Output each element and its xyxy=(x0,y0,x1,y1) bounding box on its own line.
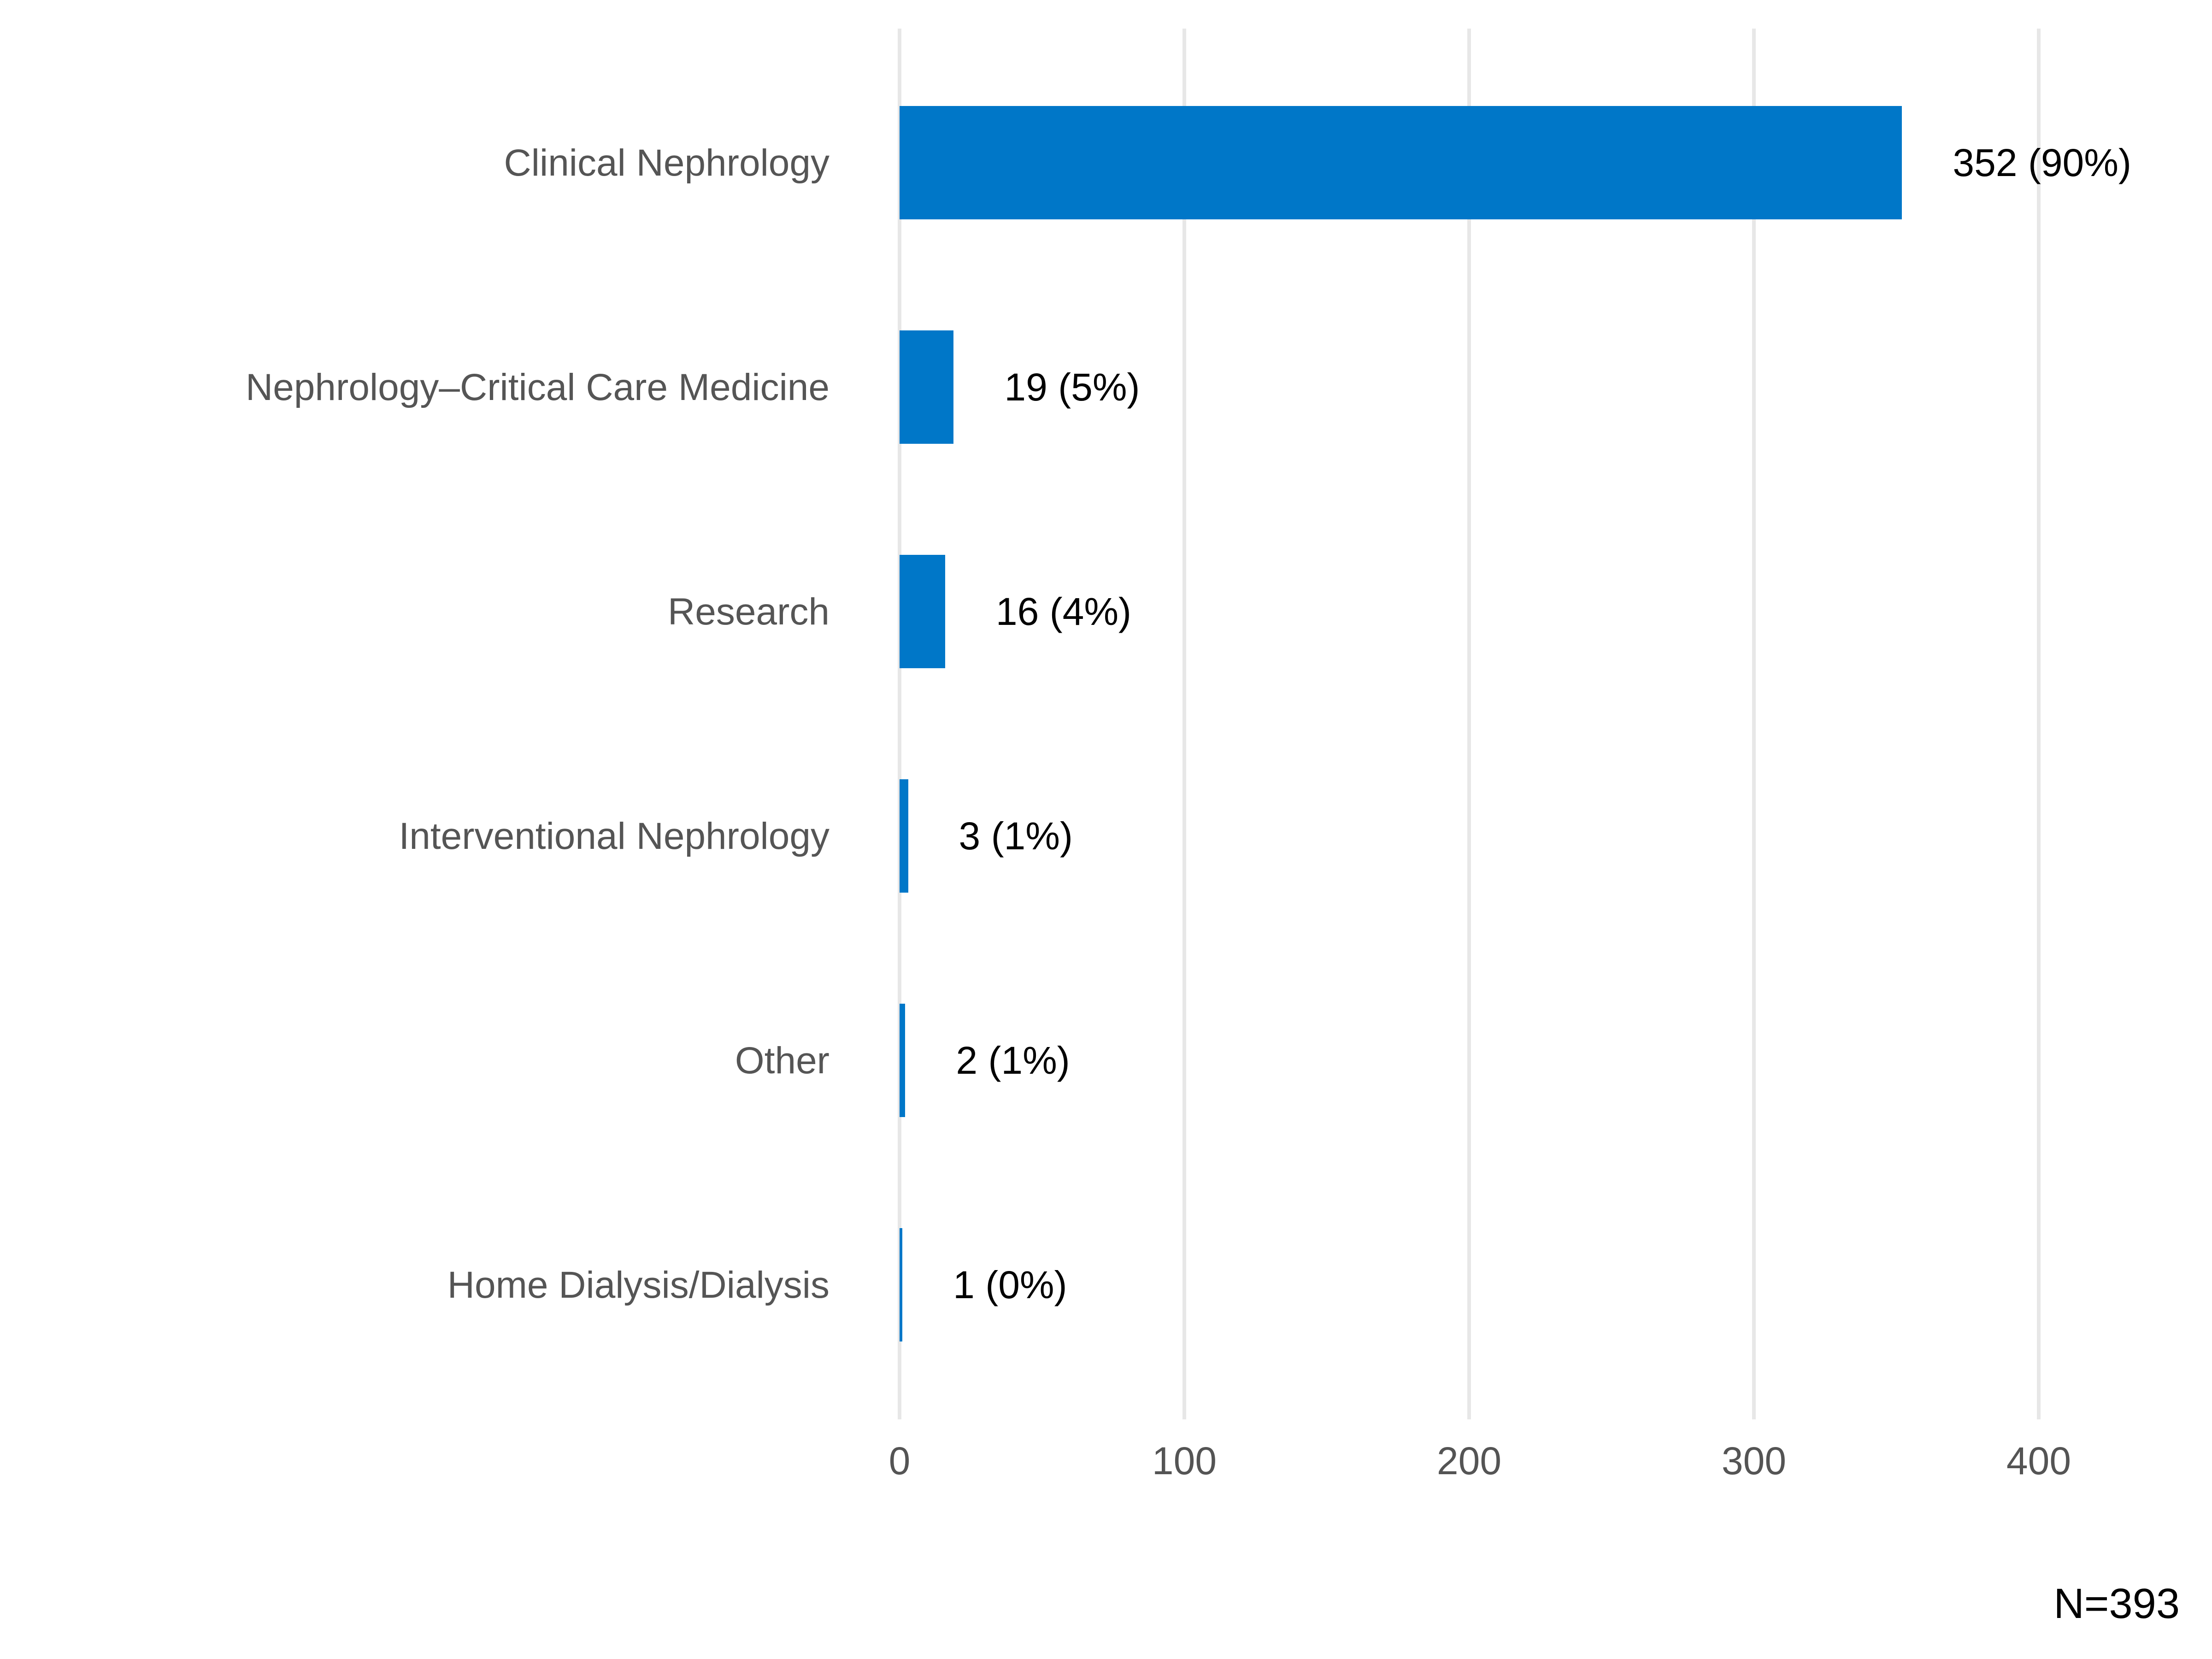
bar xyxy=(900,555,945,668)
bar xyxy=(900,330,954,444)
x-tick-label: 200 xyxy=(1436,1439,1502,1483)
sample-size-note: N=393 xyxy=(2053,1580,2180,1627)
bar-row: Clinical Nephrology 352 (90%) xyxy=(0,51,2212,275)
category-label: Clinical Nephrology xyxy=(504,142,830,184)
x-tick-label: 300 xyxy=(1721,1439,1787,1483)
bar xyxy=(900,779,908,893)
category-label: Interventional Nephrology xyxy=(399,815,830,857)
bar xyxy=(900,106,1902,219)
x-tick-label: 0 xyxy=(888,1439,911,1483)
gridline-100 xyxy=(1182,29,1186,1419)
value-label: 352 (90%) xyxy=(1953,141,2131,184)
x-tick-label: 100 xyxy=(1152,1439,1217,1483)
category-label: Home Dialysis/Dialysis xyxy=(447,1264,830,1306)
bar-row: Research 16 (4%) xyxy=(0,500,2212,724)
bar-row: Nephrology–Critical Care Medicine 19 (5%… xyxy=(0,275,2212,500)
gridline-0 xyxy=(898,29,901,1419)
value-label: 2 (1%) xyxy=(956,1039,1070,1082)
gridline-300 xyxy=(1752,29,1756,1419)
gridline-200 xyxy=(1467,29,1471,1419)
category-label: Nephrology–Critical Care Medicine xyxy=(246,366,830,408)
category-label: Other xyxy=(735,1040,830,1082)
category-label: Research xyxy=(668,591,830,633)
bar-row: Home Dialysis/Dialysis 1 (0%) xyxy=(0,1173,2212,1397)
value-label: 19 (5%) xyxy=(1004,365,1140,409)
bar-row: Interventional Nephrology 3 (1%) xyxy=(0,724,2212,948)
value-label: 3 (1%) xyxy=(959,814,1073,858)
bar xyxy=(900,1228,903,1341)
gridline-400 xyxy=(2037,29,2041,1419)
bar-row: Other 2 (1%) xyxy=(0,948,2212,1173)
value-label: 16 (4%) xyxy=(995,590,1131,633)
value-label: 1 (0%) xyxy=(953,1263,1067,1306)
bar xyxy=(900,1004,906,1117)
x-tick-label: 400 xyxy=(2006,1439,2071,1483)
